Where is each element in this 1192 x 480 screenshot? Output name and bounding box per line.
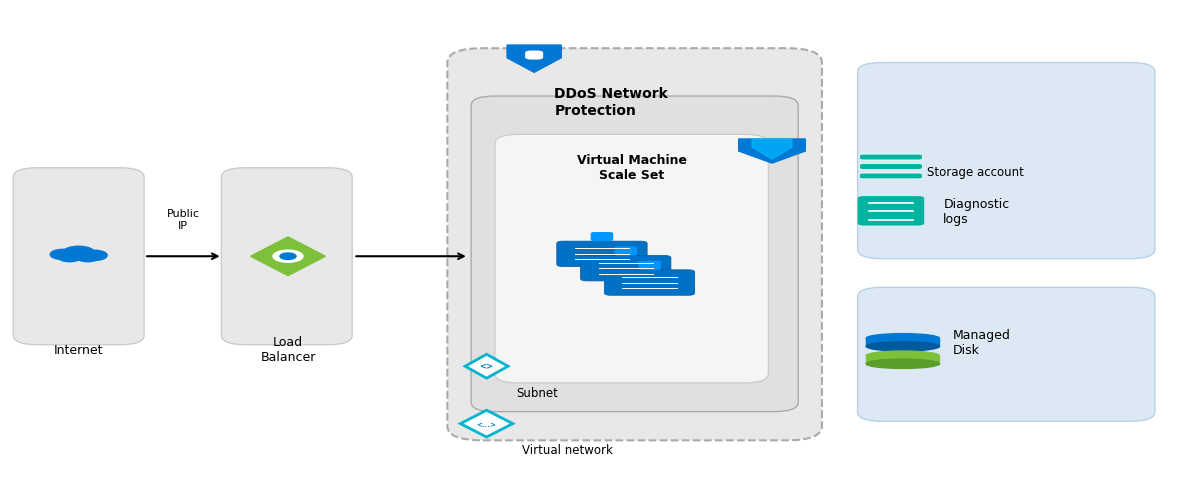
Ellipse shape — [867, 334, 939, 343]
Circle shape — [82, 251, 107, 261]
Text: Diagnostic
logs: Diagnostic logs — [943, 197, 1010, 225]
Circle shape — [58, 253, 81, 262]
FancyBboxPatch shape — [638, 261, 660, 270]
Circle shape — [280, 253, 296, 260]
Polygon shape — [507, 46, 561, 73]
Polygon shape — [867, 356, 939, 364]
Polygon shape — [460, 410, 513, 437]
FancyBboxPatch shape — [614, 247, 637, 256]
Polygon shape — [752, 140, 791, 160]
Polygon shape — [250, 238, 325, 276]
Text: Load
Balancer: Load Balancer — [260, 336, 316, 364]
FancyBboxPatch shape — [857, 197, 924, 226]
Ellipse shape — [867, 351, 939, 360]
FancyBboxPatch shape — [222, 168, 352, 345]
FancyBboxPatch shape — [857, 63, 1155, 259]
Ellipse shape — [867, 360, 939, 369]
FancyBboxPatch shape — [526, 51, 544, 60]
FancyBboxPatch shape — [604, 270, 695, 296]
Circle shape — [273, 251, 303, 263]
FancyBboxPatch shape — [13, 168, 144, 345]
FancyBboxPatch shape — [447, 49, 822, 441]
FancyBboxPatch shape — [557, 241, 647, 267]
Text: Internet: Internet — [54, 343, 104, 356]
FancyBboxPatch shape — [859, 164, 923, 170]
Text: Managed
Disk: Managed Disk — [952, 329, 1011, 357]
Ellipse shape — [867, 342, 939, 351]
Text: Public
IP: Public IP — [167, 209, 200, 230]
Text: Storage account: Storage account — [926, 165, 1024, 178]
FancyBboxPatch shape — [581, 256, 671, 281]
Text: Virtual network: Virtual network — [522, 444, 613, 456]
FancyBboxPatch shape — [471, 97, 799, 412]
Circle shape — [50, 250, 75, 260]
FancyBboxPatch shape — [857, 288, 1155, 421]
Polygon shape — [867, 338, 939, 347]
Text: Virtual Machine
Scale Set: Virtual Machine Scale Set — [577, 154, 687, 182]
Text: <>: <> — [479, 362, 493, 371]
Circle shape — [76, 253, 99, 262]
Polygon shape — [739, 140, 806, 164]
Text: <...>: <...> — [477, 421, 497, 427]
Text: Subnet: Subnet — [516, 386, 558, 399]
Polygon shape — [465, 355, 508, 378]
FancyBboxPatch shape — [591, 232, 613, 241]
FancyBboxPatch shape — [495, 135, 769, 383]
Circle shape — [63, 247, 94, 259]
FancyBboxPatch shape — [859, 174, 923, 180]
FancyBboxPatch shape — [859, 155, 923, 161]
Text: DDoS Network
Protection: DDoS Network Protection — [554, 87, 669, 118]
